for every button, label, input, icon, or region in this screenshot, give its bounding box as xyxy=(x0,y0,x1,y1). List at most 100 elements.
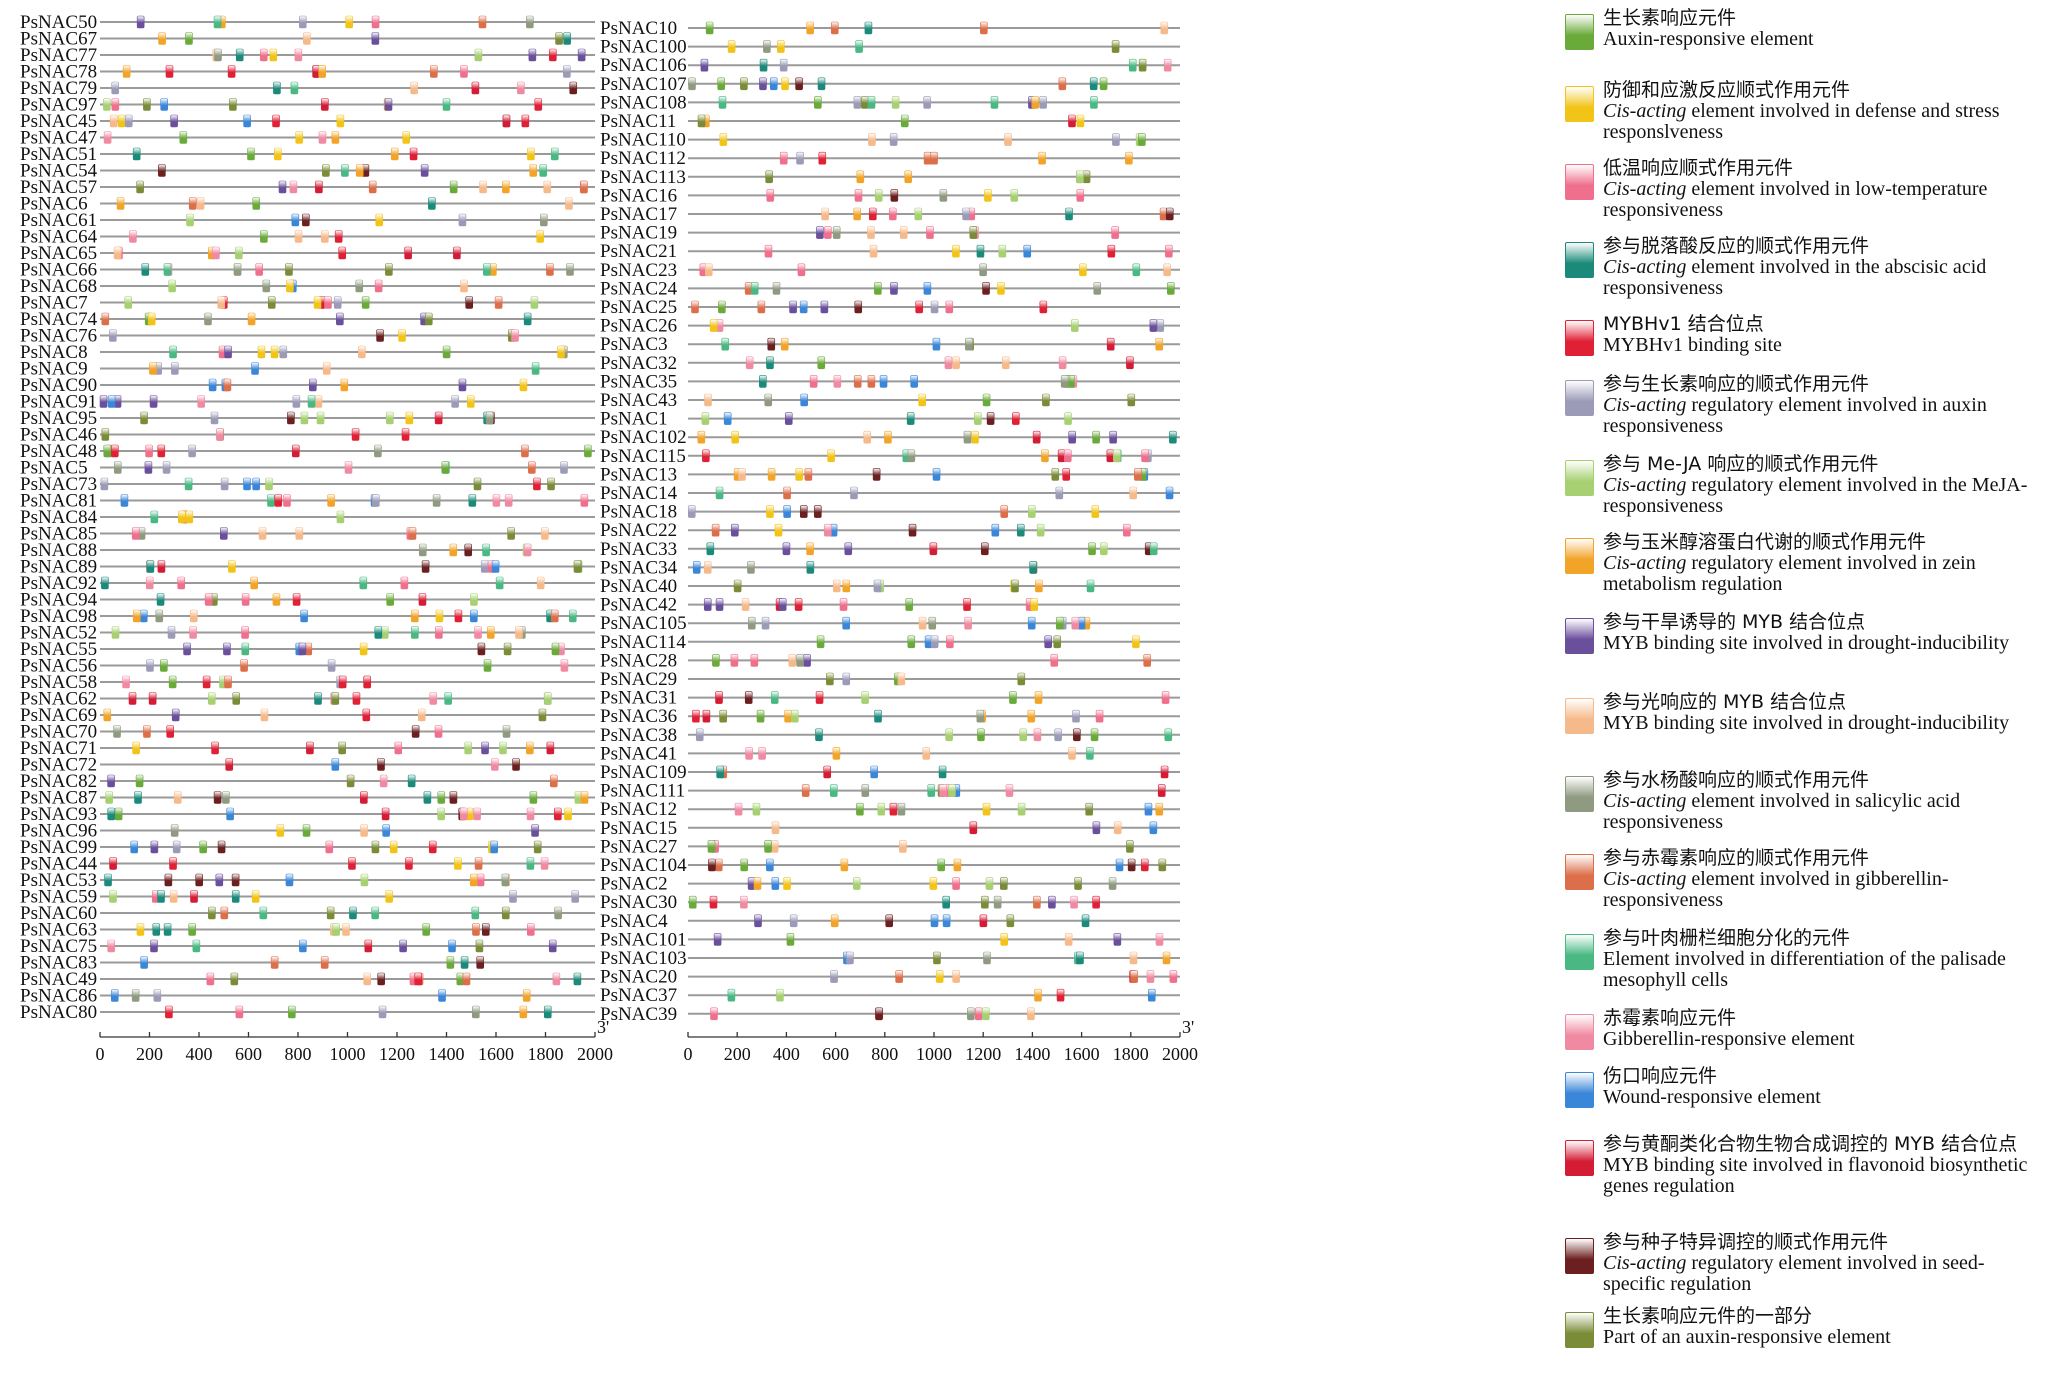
element-box xyxy=(103,708,112,722)
element-box xyxy=(435,626,443,639)
element-box xyxy=(386,593,394,606)
x-tick-label: 1600 xyxy=(1064,1044,1100,1064)
element-box xyxy=(974,1007,983,1021)
gene-label: PsNAC91 xyxy=(20,392,97,413)
element-box xyxy=(464,543,473,557)
element-box xyxy=(341,164,349,177)
element-box xyxy=(850,486,858,500)
element-box xyxy=(476,873,485,887)
element-box xyxy=(953,858,962,872)
element-box xyxy=(938,765,947,779)
element-box xyxy=(910,375,918,388)
legend-label-zh: 参与叶肉栅栏细胞分化的元件 xyxy=(1603,927,1851,949)
element-box xyxy=(695,728,704,742)
element-box xyxy=(334,230,343,243)
element-box xyxy=(210,411,219,425)
element-box xyxy=(124,114,133,128)
element-box xyxy=(260,708,269,722)
element-box xyxy=(441,461,450,474)
element-box xyxy=(168,675,177,689)
element-box xyxy=(715,486,724,500)
element-box xyxy=(512,758,520,771)
element-box xyxy=(1000,505,1009,518)
element-box xyxy=(1156,319,1165,332)
gene-label: PsNAC19 xyxy=(600,223,677,244)
legend-label-zh: 生长素响应元件 xyxy=(1603,7,1737,29)
element-box xyxy=(379,774,388,788)
gene-label: PsNAC25 xyxy=(600,297,677,318)
element-box xyxy=(531,362,540,375)
element-box xyxy=(753,877,762,890)
element-box xyxy=(195,873,203,887)
element-box xyxy=(759,77,767,91)
element-box xyxy=(1155,802,1164,816)
gene-label: PsNAC41 xyxy=(600,743,677,764)
element-box xyxy=(149,362,157,375)
element-box xyxy=(276,824,285,837)
element-box xyxy=(897,802,906,816)
element-box xyxy=(208,378,217,392)
element-box xyxy=(1068,430,1076,444)
element-box xyxy=(967,1007,975,1021)
element-box xyxy=(509,890,517,903)
legend-swatch xyxy=(1565,1072,1594,1108)
element-box xyxy=(783,486,791,500)
element-box xyxy=(204,312,212,326)
element-box xyxy=(321,98,329,111)
element-box xyxy=(1107,244,1116,258)
element-box xyxy=(217,296,226,309)
element-box xyxy=(418,593,427,606)
element-box xyxy=(1093,282,1102,295)
element-box xyxy=(565,197,573,210)
element-box xyxy=(701,412,710,425)
element-box xyxy=(481,741,489,755)
legend-swatch xyxy=(1565,698,1594,734)
element-box xyxy=(533,477,541,491)
element-box xyxy=(117,114,126,128)
element-box xyxy=(827,449,835,463)
element-box xyxy=(875,1007,883,1021)
element-box xyxy=(270,345,279,359)
element-box xyxy=(470,609,478,623)
element-box xyxy=(120,494,129,507)
element-box xyxy=(302,213,310,227)
element-box xyxy=(344,461,353,474)
legend-label-zh: 参与玉米醇溶蛋白代谢的顺式作用元件 xyxy=(1603,531,1927,553)
element-box xyxy=(401,428,410,441)
element-box xyxy=(375,213,384,227)
element-box xyxy=(307,395,316,408)
legend-swatch xyxy=(1565,460,1594,496)
element-box xyxy=(563,65,571,78)
element-box xyxy=(580,791,589,804)
element-box xyxy=(223,642,231,656)
element-box xyxy=(464,741,472,755)
element-box xyxy=(981,895,989,909)
element-box xyxy=(769,77,778,91)
element-box xyxy=(963,598,971,611)
gene-label: PsNAC26 xyxy=(600,316,677,337)
gene-label: PsNAC64 xyxy=(20,227,98,248)
legend-label-en: Cis-acting element involved in defense a… xyxy=(1603,100,2000,143)
element-box xyxy=(186,213,194,227)
element-box xyxy=(979,263,987,277)
element-box xyxy=(874,189,883,202)
legend-swatch xyxy=(1565,776,1594,812)
element-box xyxy=(923,96,931,109)
element-box xyxy=(770,691,779,704)
element-box xyxy=(132,609,141,623)
gene-label: PsNAC47 xyxy=(20,128,97,149)
element-box xyxy=(856,802,864,816)
element-box xyxy=(688,77,696,91)
element-box xyxy=(806,542,814,556)
element-box xyxy=(580,180,588,194)
gene-label: PsNAC77 xyxy=(20,45,97,66)
element-box xyxy=(763,40,771,53)
element-box xyxy=(158,32,166,45)
element-box xyxy=(342,923,350,936)
element-box xyxy=(1155,933,1164,946)
element-box xyxy=(906,412,915,425)
element-box xyxy=(299,939,307,953)
element-box xyxy=(179,131,188,144)
element-box xyxy=(783,505,791,518)
